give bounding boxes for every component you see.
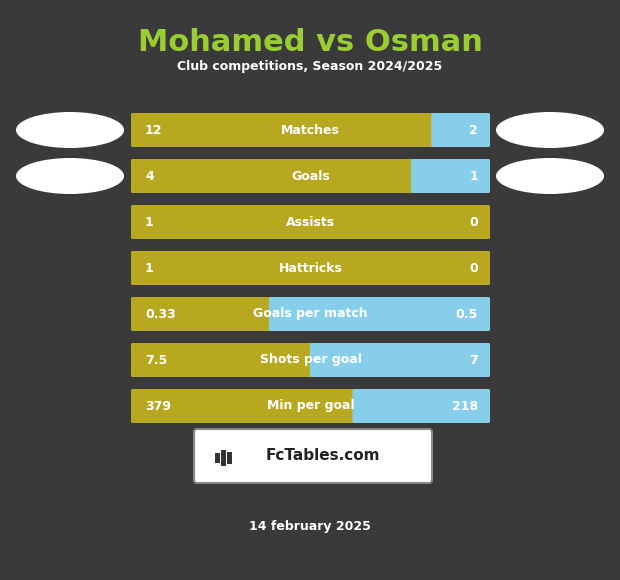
FancyBboxPatch shape — [131, 159, 423, 193]
FancyBboxPatch shape — [411, 159, 490, 193]
Bar — [215, 453, 220, 463]
Text: 0.33: 0.33 — [145, 307, 175, 321]
FancyBboxPatch shape — [352, 389, 490, 423]
Text: 7.5: 7.5 — [145, 353, 167, 367]
Text: Mohamed vs Osman: Mohamed vs Osman — [138, 28, 482, 57]
FancyBboxPatch shape — [131, 251, 490, 285]
Text: 2: 2 — [469, 124, 478, 136]
Text: Hattricks: Hattricks — [278, 262, 342, 274]
FancyBboxPatch shape — [131, 297, 281, 331]
Ellipse shape — [16, 112, 124, 148]
Bar — [221, 450, 226, 466]
Text: 0: 0 — [469, 262, 478, 274]
FancyBboxPatch shape — [131, 159, 490, 193]
Text: 0.5: 0.5 — [456, 307, 478, 321]
Text: 1: 1 — [469, 169, 478, 183]
Text: 12: 12 — [145, 124, 162, 136]
Text: Club competitions, Season 2024/2025: Club competitions, Season 2024/2025 — [177, 60, 443, 73]
FancyBboxPatch shape — [131, 297, 490, 331]
Ellipse shape — [496, 112, 604, 148]
FancyBboxPatch shape — [131, 343, 490, 377]
FancyBboxPatch shape — [432, 113, 490, 147]
Text: Min per goal: Min per goal — [267, 400, 354, 412]
FancyBboxPatch shape — [131, 251, 490, 285]
FancyBboxPatch shape — [131, 343, 322, 377]
Text: FcTables.com: FcTables.com — [266, 448, 380, 463]
FancyBboxPatch shape — [131, 205, 490, 239]
Text: 0: 0 — [469, 216, 478, 229]
Text: 4: 4 — [145, 169, 154, 183]
FancyBboxPatch shape — [131, 205, 490, 239]
Text: 14 february 2025: 14 february 2025 — [249, 520, 371, 533]
FancyBboxPatch shape — [131, 113, 443, 147]
Text: Goals: Goals — [291, 169, 330, 183]
Text: 1: 1 — [145, 216, 154, 229]
FancyBboxPatch shape — [310, 343, 490, 377]
Text: Matches: Matches — [281, 124, 340, 136]
Ellipse shape — [16, 158, 124, 194]
Text: 1: 1 — [145, 262, 154, 274]
Text: 379: 379 — [145, 400, 171, 412]
FancyBboxPatch shape — [194, 429, 432, 483]
FancyBboxPatch shape — [269, 297, 490, 331]
Text: Goals per match: Goals per match — [253, 307, 368, 321]
Text: 218: 218 — [452, 400, 478, 412]
FancyBboxPatch shape — [131, 389, 365, 423]
FancyBboxPatch shape — [131, 389, 490, 423]
Text: 7: 7 — [469, 353, 478, 367]
Text: Assists: Assists — [286, 216, 335, 229]
FancyBboxPatch shape — [131, 113, 490, 147]
Ellipse shape — [496, 158, 604, 194]
Text: Shots per goal: Shots per goal — [260, 353, 361, 367]
Bar — [227, 452, 232, 464]
